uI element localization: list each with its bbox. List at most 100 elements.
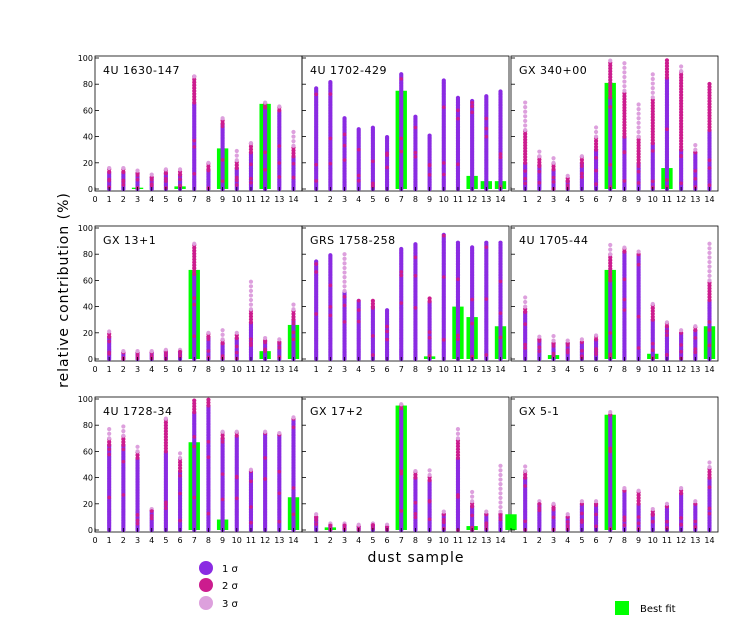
point-2sigma (523, 134, 528, 139)
point-3sigma (636, 120, 641, 125)
point-2sigma (636, 140, 641, 145)
point-3sigma (291, 415, 296, 420)
x-tick-label: 2 (537, 195, 542, 204)
point-2sigma (413, 515, 418, 520)
point-2sigma (608, 266, 613, 271)
x-tick-label: 11 (246, 195, 256, 204)
point-2sigma (177, 460, 183, 465)
point-2sigma (664, 58, 670, 63)
point-2sigma (356, 147, 361, 152)
point-2sigma (650, 141, 655, 146)
point-2sigma (135, 354, 140, 359)
point-2sigma (441, 520, 446, 525)
point-2sigma (608, 162, 613, 167)
point-3sigma (220, 429, 225, 434)
point-2sigma (413, 155, 418, 159)
point-2sigma (135, 455, 140, 461)
x-tick-label: 13 (274, 365, 284, 374)
point-3sigma (248, 284, 254, 289)
y-tick-label: 60 (83, 447, 93, 456)
point-1sigma (384, 135, 390, 140)
point-2sigma (650, 117, 655, 123)
y-tick-label: 20 (83, 159, 93, 168)
point-2sigma (650, 103, 655, 108)
x-tick-label: 1 (107, 195, 112, 204)
point-2sigma (693, 169, 698, 173)
point-2sigma (107, 350, 111, 355)
point-2sigma (277, 519, 282, 524)
x-tick-label: 3 (551, 195, 556, 204)
point-3sigma (593, 125, 599, 130)
point-3sigma (650, 301, 655, 307)
point-1sigma (484, 94, 489, 99)
point-2sigma (163, 420, 168, 425)
x-tick-label: 12 (676, 365, 686, 374)
y-tick-label: 100 (78, 54, 93, 63)
point-2sigma (523, 346, 527, 350)
point-2sigma (622, 125, 627, 131)
point-2sigma (565, 343, 570, 347)
point-2sigma (192, 404, 197, 409)
point-3sigma (342, 270, 347, 275)
point-2sigma (192, 138, 197, 143)
point-2sigma (441, 161, 446, 165)
point-2sigma (622, 117, 627, 122)
point-2sigma (498, 155, 503, 160)
y-tick-label: 80 (83, 250, 93, 259)
x-tick-label: 8 (622, 365, 627, 374)
point-2sigma (220, 433, 225, 438)
x-tick-label: 6 (385, 195, 390, 204)
point-2sigma (498, 335, 503, 340)
point-2sigma (551, 344, 556, 348)
point-2sigma (163, 446, 168, 451)
point-2sigma (121, 442, 126, 447)
point-2sigma (707, 102, 712, 107)
point-2sigma (107, 442, 112, 447)
point-2sigma (679, 104, 684, 109)
point-2sigma (206, 400, 211, 405)
point-2sigma (608, 105, 613, 109)
point-2sigma (707, 183, 712, 188)
point-2sigma (679, 89, 684, 95)
point-2sigma (234, 433, 239, 438)
point-2sigma (328, 283, 333, 288)
x-tick-label: 0 (92, 195, 97, 204)
x-tick-label: 11 (662, 195, 672, 204)
point-2sigma (707, 343, 712, 348)
point-2sigma (107, 439, 112, 445)
point-2sigma (234, 165, 239, 171)
point-2sigma (679, 343, 683, 347)
point-2sigma (622, 99, 627, 105)
point-2sigma (622, 97, 627, 102)
point-2sigma (608, 269, 613, 274)
point-2sigma (121, 169, 126, 175)
point-2sigma (427, 478, 432, 483)
point-3sigma (523, 295, 528, 300)
point-2sigma (248, 311, 254, 316)
point-3sigma (707, 278, 712, 283)
point-2sigma (163, 423, 168, 428)
point-2sigma (249, 337, 253, 341)
point-2sigma (484, 245, 489, 249)
point-1sigma (498, 89, 503, 94)
point-2sigma (427, 330, 432, 334)
point-2sigma (551, 351, 556, 356)
point-1sigma (328, 80, 333, 85)
point-3sigma (248, 297, 254, 303)
point-2sigma (164, 353, 168, 358)
point-2sigma (192, 94, 197, 99)
point-2sigma (650, 106, 655, 111)
point-2sigma (413, 472, 418, 477)
point-3sigma (248, 141, 254, 146)
point-3sigma (593, 129, 599, 135)
point-3sigma (342, 265, 347, 271)
x-tick-label: 9 (220, 365, 225, 374)
point-3sigma (206, 330, 211, 335)
point-2sigma (248, 314, 254, 319)
point-2sigma (178, 354, 182, 359)
point-2sigma (608, 83, 613, 88)
point-2sigma (664, 324, 670, 329)
point-2sigma (234, 178, 239, 183)
point-3sigma (523, 299, 528, 305)
